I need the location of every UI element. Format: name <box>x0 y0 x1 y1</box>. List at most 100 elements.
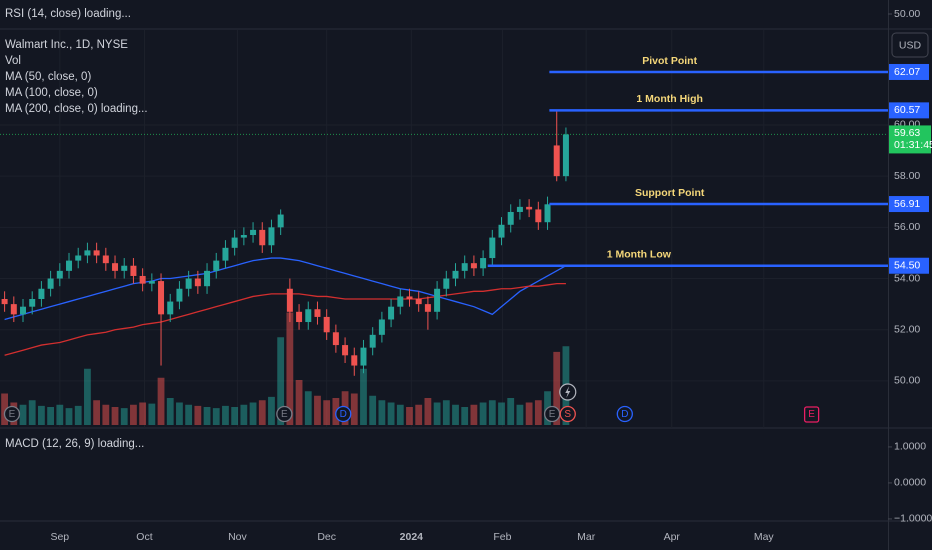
volume-bar <box>120 408 128 425</box>
candle-body <box>507 211 514 225</box>
level-name: Support Point <box>635 187 705 199</box>
candle-body <box>470 263 477 269</box>
volume-bar <box>28 400 36 425</box>
candle-body <box>360 347 367 366</box>
event-marker <box>559 405 576 423</box>
volume-bar <box>433 402 441 425</box>
candle-body <box>480 258 487 269</box>
candle-body <box>204 270 211 287</box>
indicator-label: MA (200, close, 0) loading... <box>5 103 148 115</box>
volume-bar <box>19 404 27 425</box>
volume-bar <box>231 407 239 425</box>
candle-body <box>406 296 413 300</box>
volume-bar <box>415 404 423 425</box>
candle-body <box>1 299 8 305</box>
candle-body <box>516 206 523 212</box>
event-label: D <box>340 409 347 420</box>
volume-bar <box>323 400 331 425</box>
volume-bar <box>452 404 459 425</box>
volume-bar <box>507 398 515 425</box>
y-tick-label: 56.00 <box>894 221 920 233</box>
volume-bar <box>553 351 561 425</box>
candle-body <box>461 263 468 271</box>
volume-bar <box>304 391 312 425</box>
candle-body <box>29 299 36 307</box>
indicator-label: MA (100, close, 0) <box>5 87 98 99</box>
candle-body <box>535 209 542 223</box>
event-marker <box>276 405 293 423</box>
level-price: 54.50 <box>894 260 920 272</box>
volume-bar <box>194 405 202 425</box>
candle-body <box>369 334 376 348</box>
candle-body <box>20 306 27 315</box>
volume-bar <box>498 402 505 425</box>
currency-label[interactable]: USD <box>899 39 922 51</box>
event-label: S <box>564 409 571 420</box>
candle-body <box>388 306 395 320</box>
candle-body <box>259 229 266 246</box>
event-marker <box>616 405 633 423</box>
flash-icon <box>565 386 571 398</box>
candle-body <box>342 345 349 356</box>
volume-bar <box>286 312 294 425</box>
y-tick-label: 50.00 <box>894 375 920 387</box>
volume-bar <box>212 408 220 425</box>
event-label: D <box>621 409 628 420</box>
volume-bar <box>479 402 487 425</box>
candle-body <box>296 311 303 323</box>
x-tick-label: May <box>754 531 775 543</box>
volume-bar <box>47 407 55 425</box>
candle-body <box>38 288 45 300</box>
last-price-label: 59.63 <box>894 127 920 139</box>
level-price: 62.07 <box>894 66 920 78</box>
volume-bar <box>387 402 395 425</box>
indicator-label: Vol <box>5 55 21 67</box>
candle-body <box>397 296 404 307</box>
volume-bar <box>350 393 358 425</box>
volume-bar <box>65 408 73 425</box>
level-price-box <box>889 63 929 80</box>
volume-bar <box>74 405 82 425</box>
currency-button[interactable] <box>891 32 929 58</box>
candle-body <box>56 270 63 279</box>
candle-body <box>167 301 174 315</box>
level-price-box <box>889 102 929 119</box>
event-marker <box>803 406 820 423</box>
macd-tick-label: 1.0000 <box>894 441 926 453</box>
rsi-title: RSI (14, close) loading... <box>5 8 131 20</box>
x-tick-label: Nov <box>228 531 247 543</box>
volume-bar <box>424 398 432 425</box>
candle-body <box>121 265 128 271</box>
candle-body <box>452 270 459 279</box>
event-label: E <box>9 409 16 420</box>
last-price-box <box>889 125 931 154</box>
volume-bar <box>166 398 174 425</box>
volume-bar <box>378 400 386 425</box>
volume-bar <box>369 395 377 425</box>
candle-body <box>139 275 146 284</box>
volume-bar <box>102 404 110 425</box>
volume-bar <box>84 368 91 425</box>
candle-body <box>130 265 137 276</box>
candle-body <box>213 260 220 271</box>
candle-body <box>562 134 569 177</box>
x-tick-label: Apr <box>664 531 681 543</box>
macd-tick-label: −1.0000 <box>894 513 932 525</box>
volume-bar <box>203 407 211 425</box>
candle-body <box>268 227 275 246</box>
volume-bar <box>461 407 469 425</box>
candle-body <box>544 204 551 223</box>
volume-bar <box>240 404 248 425</box>
level-name: Pivot Point <box>642 55 697 67</box>
x-tick-label: Mar <box>577 531 596 543</box>
level-price-box <box>889 196 929 213</box>
volume-bar <box>488 400 496 425</box>
volume-bar <box>176 402 183 425</box>
candle-body <box>443 278 450 289</box>
event-label: E <box>808 409 815 420</box>
macd-tick-label: 0.0000 <box>894 477 926 489</box>
candle-body <box>250 229 257 236</box>
volume-bar <box>139 402 147 425</box>
